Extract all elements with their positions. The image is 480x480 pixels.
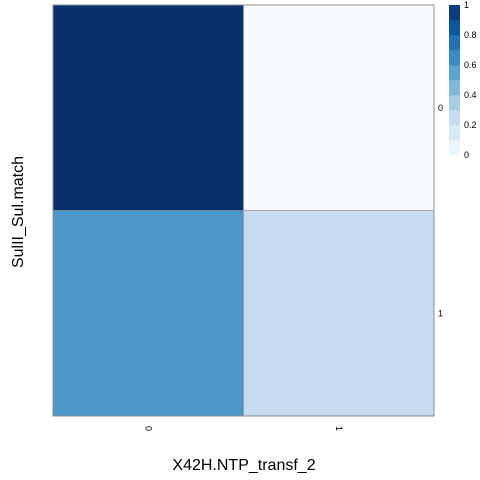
- colorbar-swatch: [449, 125, 460, 141]
- colorbar-swatch: [449, 50, 460, 66]
- heatmap-cell: [243, 4, 435, 211]
- y-tick-labels: 01: [438, 103, 443, 319]
- colorbar-swatch: [449, 35, 460, 51]
- y-tick-label: 0: [438, 103, 443, 113]
- plot-border: [52, 4, 435, 417]
- colorbar-tick-label: 1: [464, 0, 469, 10]
- colorbar-swatch: [449, 110, 460, 126]
- colorbar-tick-label: 0.2: [464, 120, 477, 130]
- x-tick-label: 0: [143, 426, 153, 431]
- colorbar-swatch: [449, 65, 460, 81]
- colorbar-swatch: [449, 95, 460, 111]
- heatmap-cell: [243, 210, 435, 417]
- colorbar-labels: 0 0.2 0.4 0.6 0.8 1: [464, 0, 477, 160]
- y-tick-label: 1: [438, 308, 443, 318]
- colorbar-tick-label: 0: [464, 150, 469, 160]
- y-axis-title: SulII_Sul.match: [10, 156, 27, 268]
- heatmap-cells: [52, 4, 435, 417]
- colorbar-swatch: [449, 80, 460, 96]
- x-tick-label: 1: [334, 426, 344, 431]
- heatmap-cell: [52, 210, 244, 417]
- colorbar-tick-label: 0.8: [464, 30, 477, 40]
- colorbar-swatch: [449, 140, 460, 156]
- colorbar-tick-label: 0.4: [464, 90, 477, 100]
- heatmap-cell: [52, 4, 244, 211]
- colorbar-swatches: [449, 5, 460, 156]
- colorbar-legend: 0 0.2 0.4 0.6 0.8 1: [449, 0, 477, 160]
- x-axis-title: X42H.NTP_transf_2: [172, 457, 315, 474]
- colorbar-swatch: [449, 5, 460, 21]
- colorbar-swatch: [449, 20, 460, 36]
- colorbar-tick-label: 0.6: [464, 60, 477, 70]
